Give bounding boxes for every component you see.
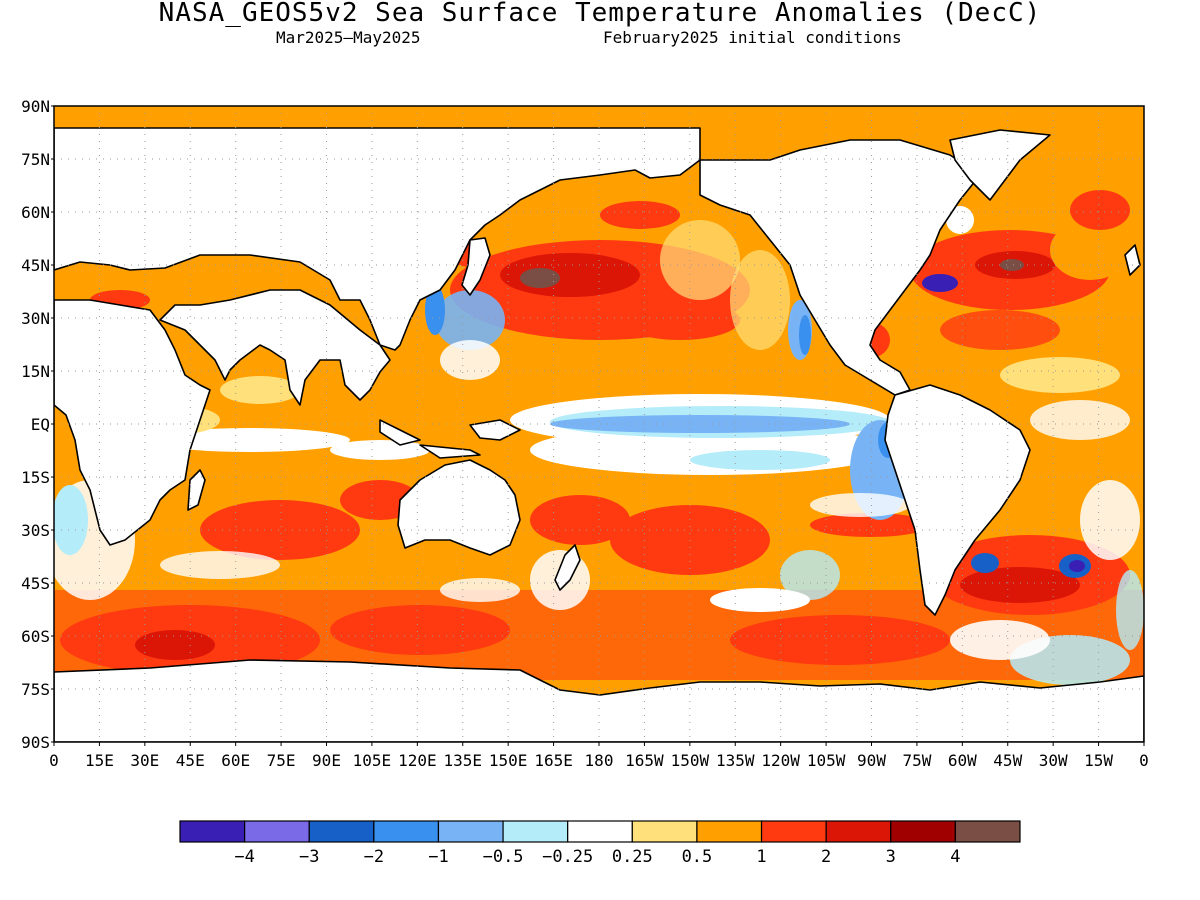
lon-tick-label: 135E (443, 751, 482, 770)
colorbar-label: 1 (756, 847, 766, 867)
colorbar-label: 3 (886, 847, 896, 867)
lat-tick-label: 45S (21, 574, 50, 593)
lat-tick-label: 15N (21, 362, 50, 381)
colorbar-swatch (179, 820, 246, 843)
colorbar-swatch (567, 820, 633, 843)
lon-tick-label: 90W (857, 751, 886, 770)
colorbar-swatch (308, 820, 375, 843)
colorbar-swatch (437, 820, 504, 843)
lat-tick-label: EQ (31, 415, 50, 434)
forecast-period: Mar2025—May2025 (276, 28, 421, 47)
colorbar-swatch (954, 820, 1021, 843)
colorbar-label: 0.25 (612, 847, 653, 867)
lon-tick-label: 90E (312, 751, 341, 770)
lon-tick-label: 0 (1139, 751, 1149, 770)
colorbar-swatch (825, 820, 892, 843)
colorbar-legend: −4 −3 −2 −1 −0.5 −0.25 0.25 0.5 1 2 3 4 (179, 820, 1021, 867)
gridlines (54, 106, 1144, 742)
lon-tick-label: 60W (948, 751, 977, 770)
colorbar-swatch (760, 820, 827, 843)
lon-tick-label: 180 (585, 751, 614, 770)
lon-tick-label: 165E (534, 751, 573, 770)
lon-tick-label: 105W (807, 751, 846, 770)
lon-tick-label: 15W (1084, 751, 1113, 770)
lat-tick-label: 30N (21, 309, 50, 328)
lon-tick-label: 75W (902, 751, 931, 770)
lon-tick-label: 30E (130, 751, 159, 770)
latitude-axis: 90N 75N 60N 45N 30N 15N EQ 15S 30S 45S 60S 75S 90S (21, 97, 54, 752)
lat-tick-label: 60S (21, 627, 50, 646)
lon-tick-label: 15E (85, 751, 114, 770)
colorbar-label: 2 (821, 847, 831, 867)
lon-tick-label: 30W (1039, 751, 1068, 770)
lon-tick-label: 45W (993, 751, 1022, 770)
colorbar-label: 4 (950, 847, 960, 867)
colorbar-swatch (502, 820, 569, 843)
colorbar-label: −0.25 (542, 847, 593, 867)
initial-conditions: February2025 initial conditions (603, 28, 902, 47)
lat-tick-label: 45N (21, 256, 50, 275)
lat-tick-label: 90N (21, 97, 50, 116)
colorbar-swatch (373, 820, 440, 843)
lon-tick-label: 75E (267, 751, 296, 770)
colorbar-label: −2 (364, 847, 384, 867)
map-title: NASA_GEOS5v2 Sea Surface Temperature Ano… (158, 0, 1042, 28)
lat-tick-label: 15S (21, 468, 50, 487)
lon-tick-label: 60E (221, 751, 250, 770)
colorbar-label: −4 (234, 847, 254, 867)
lon-tick-label: 45E (176, 751, 205, 770)
colorbar-label: −0.5 (483, 847, 524, 867)
lon-tick-label: 150E (489, 751, 528, 770)
lon-tick-label: 105E (353, 751, 392, 770)
colorbar-swatch (890, 820, 956, 843)
colorbar-swatch (696, 820, 763, 843)
lat-tick-label: 90S (21, 733, 50, 752)
colorbar-swatch (631, 820, 698, 843)
lon-tick-label: 120E (398, 751, 437, 770)
anomaly-field (54, 106, 1144, 742)
lat-tick-label: 60N (21, 203, 50, 222)
colorbar-swatch (244, 820, 310, 843)
lon-tick-label: 135W (716, 751, 755, 770)
lat-tick-label: 30S (21, 521, 50, 540)
lon-tick-label: 165W (625, 751, 664, 770)
lon-tick-label: 150W (671, 751, 710, 770)
lon-tick-label: 0 (49, 751, 59, 770)
lat-tick-label: 75N (21, 150, 50, 169)
longitude-axis: 0 15E 30E 45E 60E 75E 90E 105E 120E 135E 150E 165E 1… (49, 742, 1149, 770)
colorbar-label: −1 (428, 847, 448, 867)
colorbar-label: 0.5 (682, 847, 713, 867)
lat-tick-label: 75S (21, 680, 50, 699)
colorbar-label: −3 (299, 847, 319, 867)
lon-tick-label: 120W (761, 751, 800, 770)
